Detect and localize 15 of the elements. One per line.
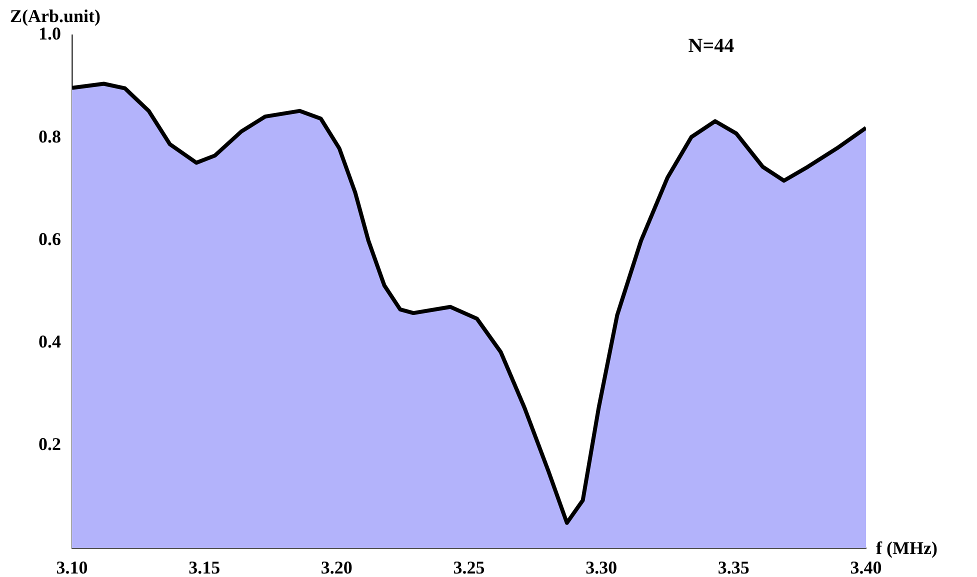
y-tick-label: 0.2 [38, 434, 61, 454]
x-tick-label: 3.40 [850, 557, 882, 577]
y-tick-label: 1.0 [38, 24, 61, 44]
y-tick-label: 0.4 [38, 331, 61, 352]
x-tick-label: 3.30 [586, 557, 618, 577]
x-tick-label: 3.35 [718, 557, 750, 577]
x-tick-label: 3.15 [188, 557, 220, 577]
x-tick-label: 3.25 [453, 557, 485, 577]
x-tick-label: 3.10 [56, 557, 88, 577]
y-tick-label: 0.6 [38, 228, 61, 249]
x-tick-label: 3.20 [320, 557, 352, 577]
annotation: N=44 [688, 35, 734, 57]
y-tick-label: 0.8 [38, 126, 61, 146]
x-axis-title: f (MHz) [876, 538, 938, 558]
y-axis-title: Z(Arb.unit) [10, 6, 101, 26]
